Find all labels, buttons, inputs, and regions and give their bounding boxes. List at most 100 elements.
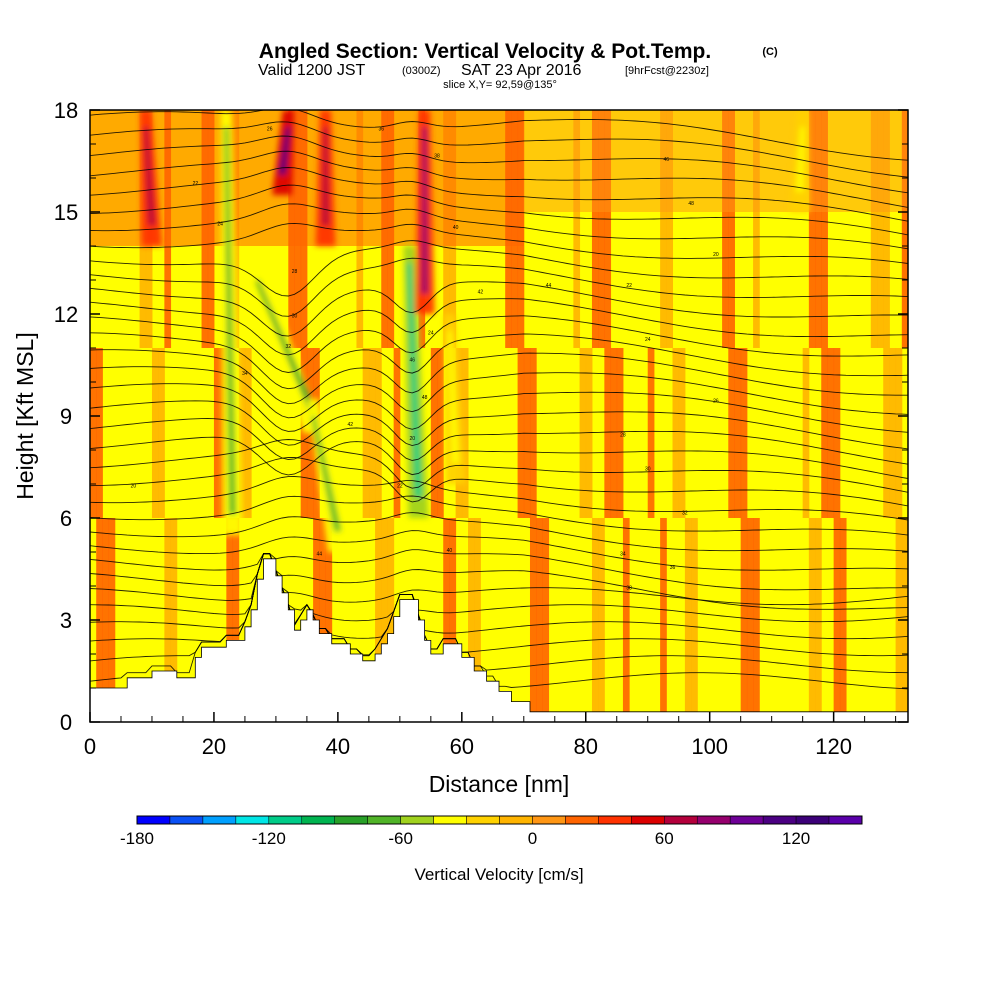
field-cell [877,110,884,348]
field-cell [827,348,835,518]
contour-label: 28 [292,269,298,275]
contour-label: 22 [193,181,199,187]
theta-contour [90,298,908,356]
colorbar: -180 -120 -60 0 60 120 [120,815,863,848]
field-cell [647,348,655,518]
colorbar-segment [301,815,335,825]
field-cell [164,518,172,722]
field-cell [895,348,903,518]
contour-label: 30 [645,466,651,472]
contour-label: 42 [347,422,353,428]
theta-contour [90,240,908,297]
contour-label: 24 [428,330,434,336]
field-cell [833,518,841,722]
colorbar-tick-label: 0 [528,829,537,848]
velocity-plume-core [310,416,342,532]
field-cell [883,110,890,348]
field-cell [821,110,828,348]
terrain [90,558,908,722]
contour-label: 42 [478,290,484,296]
field-cell [393,348,401,518]
theta-contour [90,495,908,536]
colorbar-tick-label: -120 [252,829,286,848]
colorbar-segment [400,815,434,825]
field-cell [430,348,438,518]
field-cell [728,348,735,518]
contour-label: 24 [217,222,223,228]
field-cell [678,348,686,518]
colorbar-segment [795,815,830,825]
contour-label: 34 [620,551,626,557]
colorbar-segment [729,815,764,825]
y-axis-label: Height [Kft MSL] [12,332,38,499]
contour-label: 36 [378,126,384,132]
field-cell [226,518,234,722]
y-tick-label: 9 [60,404,72,429]
field-cell [536,518,543,722]
velocity-plume-core [255,280,317,413]
theta-contour [90,281,908,337]
field-cell [604,110,612,348]
field-cell [449,518,457,722]
colorbar-frame [136,815,863,825]
contour-label: 38 [434,154,440,160]
colorbar-segment [169,815,204,825]
colorbar-segment [334,815,368,825]
y-tick-label: 18 [54,98,78,123]
x-tick-label: 60 [450,734,474,759]
colorbar-segment [367,815,401,825]
field-cell [474,518,481,722]
contour-label: 32 [682,511,688,517]
y-tick-label: 12 [54,302,78,327]
field-cell [746,518,754,722]
chart-subtitle: Valid 1200 JST (0300Z) SAT 23 Apr 2016 [… [258,62,709,79]
subtitle-date: SAT 23 Apr 2016 [461,62,581,79]
field-cell [883,348,890,518]
field-cell [839,518,847,722]
field-cell [90,348,97,518]
contour-label: 34 [242,371,248,377]
velocity-plume-core [420,127,429,294]
contour-label: 36 [670,565,676,571]
field-cell [753,518,760,722]
theta-contour [90,383,908,433]
theta-contour [90,549,908,591]
contour-label: 20 [131,483,137,489]
theta-contour [90,476,908,521]
colorbar-label: Vertical Velocity [cm/s] [414,865,583,884]
field-cell [666,110,674,348]
contour-label: 32 [286,344,292,350]
field-cell [573,110,581,348]
colorbar-segment [268,815,303,825]
field-cell [437,348,444,518]
colorbar-segment [235,815,270,825]
field-cell [808,518,816,722]
colorbar-tick-label: -60 [388,829,413,848]
theta-contour [90,553,908,606]
colorbar-segment [532,815,566,825]
field-cell [598,110,605,348]
y-tick-label: 3 [60,608,72,633]
contour-label: 24 [645,337,651,343]
chart-title: Angled Section: Vertical Velocity & Pot.… [259,40,711,63]
y-tick-label: 0 [60,710,72,735]
field-cell [808,110,816,348]
velocity-plume-core [447,331,460,464]
contour-label: 22 [626,283,632,289]
field-cell [591,518,599,722]
theta-contour [90,150,908,208]
theta-contour [90,512,908,552]
x-tick-label: 120 [815,734,852,759]
field-cell [833,348,841,518]
field-cell [802,348,810,518]
field-cell [158,348,165,518]
y-tick-label: 15 [54,200,78,225]
colorbar-segment [136,815,171,825]
field-cell [598,518,605,722]
contour-label: 26 [713,398,719,404]
theta-contour [90,222,908,264]
velocity-plume-core [224,127,237,515]
field-cell [722,110,729,348]
contour-label: 26 [267,126,273,132]
